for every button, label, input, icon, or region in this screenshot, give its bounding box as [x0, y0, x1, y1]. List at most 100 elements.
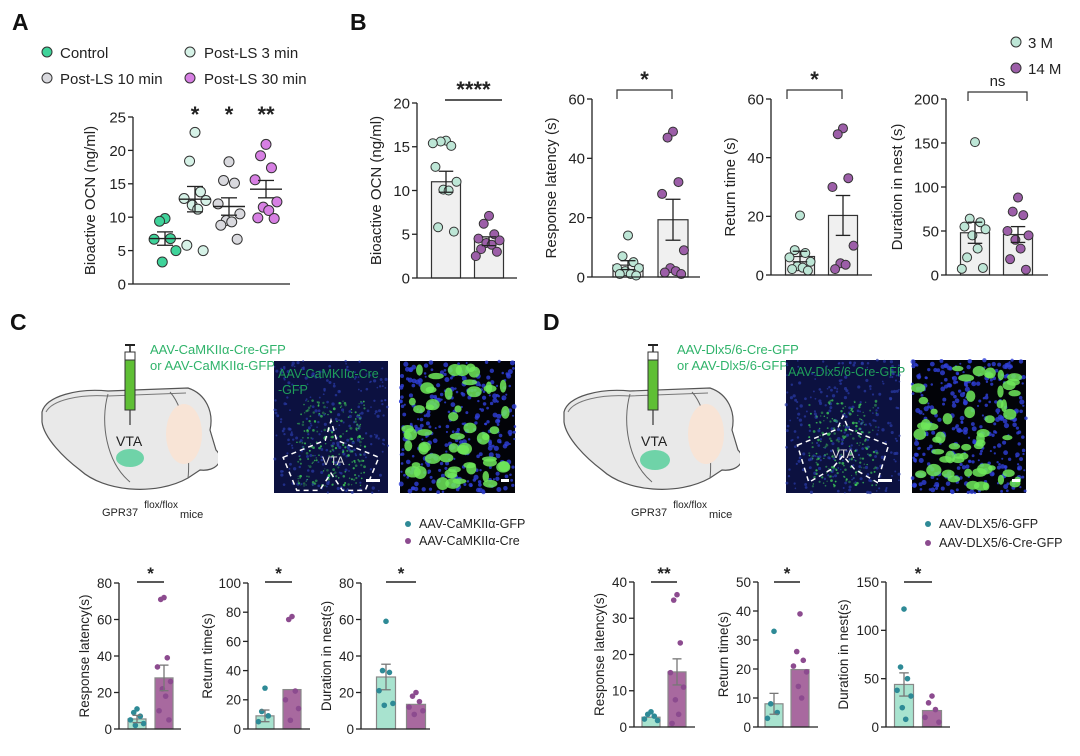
- data-point: [390, 700, 396, 707]
- nucleus-dot: [970, 422, 975, 426]
- nucleus-dot: [976, 381, 981, 386]
- data-point: [231, 233, 243, 245]
- legend-marker-3m: [1010, 36, 1022, 48]
- gfp-signal: [855, 424, 858, 428]
- gfp-cell: [454, 405, 462, 413]
- nucleus-dot: [295, 436, 299, 440]
- nucleus-dot: [1010, 358, 1014, 362]
- y-tick-label: 60: [747, 91, 764, 108]
- legend-label: Post-LS 10 min: [60, 71, 163, 88]
- data-point: [644, 711, 651, 718]
- nucleus-dot: [793, 430, 797, 433]
- nucleus-dot: [922, 452, 926, 456]
- panel-d-illustration: VTA AAV-Dlx5/6-Cre-GFP or AAV-Dlx5/6-GFP…: [564, 342, 1028, 521]
- data-point: [478, 218, 489, 229]
- gfp-signal: [855, 422, 858, 425]
- gfp-signal: [354, 420, 357, 423]
- nucleus-dot: [359, 412, 361, 415]
- gfp-signal: [831, 440, 833, 442]
- gfp-cell: [444, 387, 453, 400]
- nucleus-dot: [951, 403, 957, 408]
- significance-bracket: [786, 89, 843, 99]
- nucleus-dot: [835, 390, 839, 393]
- nucleus-dot: [880, 455, 885, 460]
- gfp-cell: [988, 465, 996, 471]
- gfp-signal: [817, 438, 820, 442]
- gfp-signal: [815, 469, 818, 472]
- y-tick-label: 20: [339, 685, 354, 700]
- nucleus-dot: [825, 395, 829, 398]
- nucleus-dot: [819, 390, 823, 394]
- nucleus-dot: [959, 362, 962, 365]
- nucleus-dot: [369, 468, 373, 471]
- nucleus-dot: [505, 372, 509, 376]
- nucleus-dot: [421, 487, 426, 492]
- nucleus-dot: [495, 476, 500, 481]
- data-point: [448, 226, 459, 237]
- gfp-signal: [356, 423, 359, 426]
- nucleus-dot: [802, 452, 806, 456]
- data-point: [262, 685, 268, 691]
- gfp-signal: [302, 446, 305, 449]
- nucleus-dot: [819, 438, 823, 441]
- nucleus-dot: [897, 406, 900, 410]
- gfp-signal: [319, 445, 323, 448]
- nucleus-dot: [803, 415, 807, 418]
- gfp-signal: [334, 463, 338, 467]
- gfp-signal: [347, 454, 350, 457]
- nucleus-dot: [818, 399, 822, 403]
- vta-outline: [796, 413, 890, 484]
- gfp-signal: [354, 411, 357, 414]
- data-point: [263, 205, 275, 217]
- gfp-signal: [825, 472, 828, 474]
- nucleus-dot: [298, 465, 302, 469]
- gfp-signal: [351, 450, 354, 453]
- nucleus-dot: [436, 490, 441, 495]
- y-tick-label: 25: [109, 109, 126, 126]
- gfp-signal: [352, 440, 355, 443]
- y-tick-label: 0: [871, 720, 879, 735]
- chart-b-4: 0 50 100 150 200 Duration in nest (s) ns: [889, 73, 1048, 284]
- nucleus-dot: [345, 489, 348, 493]
- gfp-signal: [355, 428, 357, 431]
- nucleus-dot: [808, 466, 812, 470]
- gfp-signal: [844, 405, 847, 408]
- gfp-signal: [863, 467, 865, 469]
- gfp-signal: [837, 449, 840, 452]
- nucleus-dot: [788, 468, 791, 471]
- nucleus-dot: [403, 403, 406, 406]
- gfp-cell: [457, 442, 473, 455]
- nucleus-dot: [480, 408, 485, 412]
- nucleus-dot: [794, 487, 797, 490]
- nucleus-dot: [347, 447, 350, 450]
- nucleus-dot: [508, 384, 512, 388]
- nucleus-dot: [335, 461, 339, 465]
- nucleus-dot: [511, 366, 515, 370]
- gfp-signal: [829, 475, 833, 478]
- nucleus-dot: [488, 452, 494, 458]
- gfp-signal: [303, 411, 306, 414]
- gfp-signal: [843, 464, 845, 467]
- nucleus-dot: [945, 481, 951, 486]
- gfp-signal: [350, 411, 353, 414]
- gfp-signal: [826, 411, 830, 415]
- nucleus-dot: [408, 393, 413, 398]
- nucleus-dot: [348, 448, 352, 452]
- gfp-signal: [867, 453, 869, 456]
- gfp-signal: [851, 421, 855, 425]
- gfp-signal: [342, 411, 345, 413]
- nucleus-dot: [1019, 457, 1024, 462]
- chart-b-1: 0 5 10 15 20 Bioactive OCN (ng/ml) ****: [368, 77, 517, 287]
- gfp-cell: [463, 422, 477, 434]
- data-point: [669, 720, 675, 727]
- nucleus-dot: [428, 487, 433, 491]
- gfp-cell: [447, 364, 463, 377]
- nucleus-dot: [935, 484, 940, 488]
- nucleus-dot: [320, 458, 324, 462]
- gfp-signal: [344, 446, 347, 449]
- gfp-cell: [966, 480, 980, 490]
- nucleus-dot: [985, 380, 989, 384]
- nucleus-dot: [321, 463, 325, 466]
